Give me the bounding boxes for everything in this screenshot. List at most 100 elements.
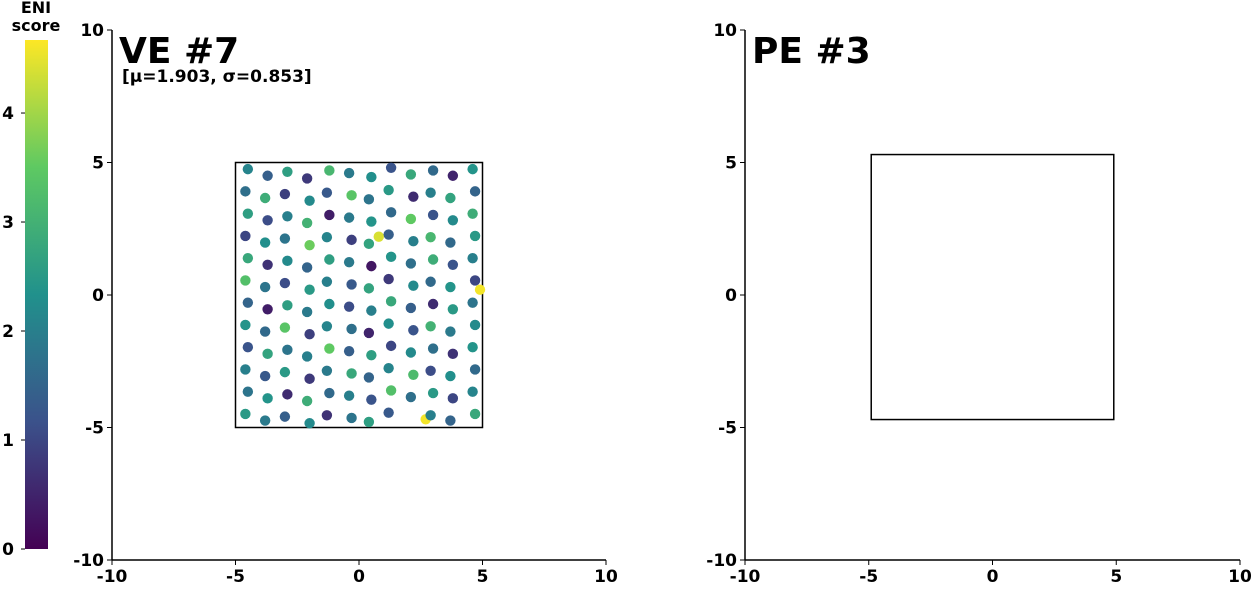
point: [408, 325, 419, 336]
point: [282, 211, 293, 222]
point: [262, 215, 273, 226]
point: [282, 389, 293, 400]
boundary-box: [234, 161, 484, 429]
point: [343, 345, 355, 357]
panel-title: VE #7: [119, 31, 239, 72]
point: [469, 275, 481, 286]
point: [240, 230, 251, 242]
point: [427, 387, 439, 399]
point: [425, 410, 436, 421]
point: [259, 192, 271, 204]
point: [304, 195, 315, 206]
panel-subtitle: [μ=1.903, σ=0.853]: [122, 67, 312, 87]
point: [324, 387, 335, 399]
colorbar-label: ENI: [21, 0, 51, 17]
point: [445, 326, 456, 337]
point: [324, 298, 335, 310]
point: [447, 304, 459, 315]
colorbar: [25, 40, 48, 549]
point: [467, 163, 478, 175]
point: [301, 262, 313, 273]
point: [405, 347, 417, 358]
point: [321, 276, 333, 287]
point: [346, 412, 357, 424]
point: [279, 366, 291, 378]
point: [242, 342, 254, 353]
point: [304, 239, 315, 251]
colorbar-label: score: [12, 16, 61, 35]
point: [240, 275, 251, 286]
point: [447, 215, 459, 226]
point: [301, 395, 313, 407]
point: [445, 415, 456, 426]
point: [427, 165, 439, 176]
x-tick-label: 5: [1110, 567, 1122, 585]
point: [363, 238, 375, 250]
point: [445, 281, 456, 293]
point: [427, 343, 439, 354]
point: [366, 216, 377, 227]
point: [304, 373, 315, 384]
y-tick-label: -5: [718, 419, 737, 439]
point: [447, 170, 459, 181]
y-tick-label: 0: [725, 286, 737, 306]
point: [343, 167, 355, 179]
point: [321, 232, 333, 243]
y-tick-label: -5: [85, 419, 104, 439]
point: [385, 207, 397, 218]
x-tick-label: 10: [1228, 567, 1252, 585]
point: [240, 186, 251, 197]
point: [405, 213, 417, 225]
point: [427, 209, 439, 221]
point: [262, 348, 273, 360]
point: [383, 362, 394, 374]
point: [363, 283, 375, 294]
point: [427, 254, 439, 265]
point: [363, 194, 375, 205]
point: [447, 348, 459, 360]
point: [405, 302, 417, 314]
point: [383, 318, 394, 329]
point: [425, 365, 436, 376]
colorbar-tick-label: 2: [2, 322, 14, 342]
point: [346, 368, 357, 379]
point: [427, 298, 439, 310]
point: [262, 393, 273, 404]
point: [425, 276, 436, 287]
point: [366, 260, 377, 272]
colorbar-tick-label: 1: [2, 431, 14, 451]
point: [242, 208, 254, 219]
point: [282, 300, 293, 311]
point: [447, 259, 459, 270]
point: [469, 319, 481, 331]
x-tick-label: -10: [97, 567, 128, 585]
point: [343, 256, 355, 268]
point: [425, 187, 436, 198]
y-tick-label: 0: [92, 286, 104, 306]
point: [366, 349, 377, 361]
point: [259, 237, 271, 248]
point: [383, 407, 394, 418]
point: [346, 279, 357, 290]
point: [279, 233, 291, 244]
point: [304, 418, 315, 429]
point: [301, 173, 313, 184]
point: [385, 385, 397, 396]
point: [467, 386, 478, 397]
point: [405, 169, 417, 180]
point: [405, 258, 417, 269]
point: [363, 416, 375, 428]
point: [408, 191, 419, 202]
point: [259, 370, 271, 382]
point: [474, 284, 486, 295]
point: [240, 364, 251, 375]
point: [242, 386, 254, 397]
point: [262, 304, 273, 315]
point: [262, 259, 273, 270]
point: [469, 408, 481, 420]
point: [467, 208, 478, 219]
point: [408, 369, 419, 380]
x-tick-label: -5: [859, 567, 878, 585]
point: [259, 281, 271, 293]
